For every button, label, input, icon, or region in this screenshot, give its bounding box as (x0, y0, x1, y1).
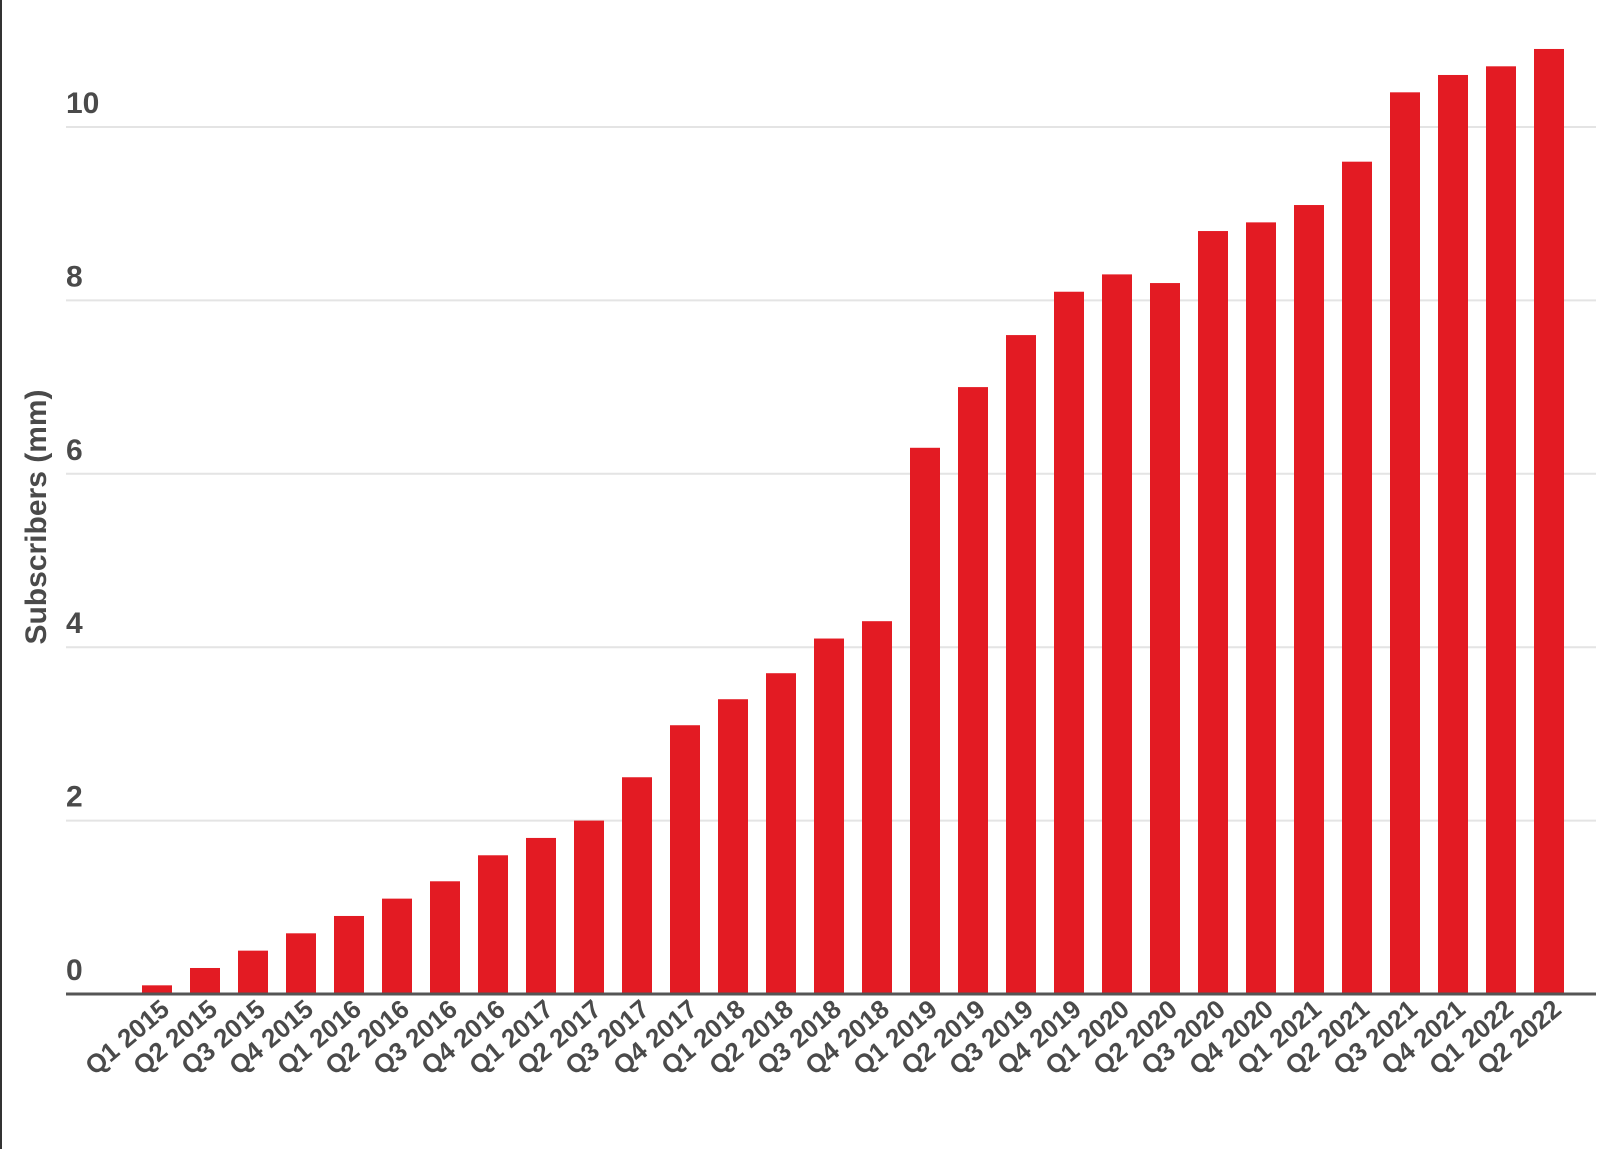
bar (1534, 48, 1564, 995)
bar (430, 881, 460, 994)
bar (286, 933, 316, 994)
bar (574, 820, 604, 994)
bar (1486, 66, 1516, 994)
bar (238, 950, 268, 994)
bar (1390, 92, 1420, 994)
bar (190, 967, 220, 994)
bar (142, 985, 172, 994)
y-axis-title: Subscribers (mm) (20, 389, 53, 644)
bar (1342, 161, 1372, 994)
bar (670, 725, 700, 994)
bar (766, 673, 796, 994)
y-tick-label: 8 (66, 260, 83, 293)
bar (1006, 335, 1036, 995)
y-tick-label: 0 (66, 954, 83, 987)
bar (910, 447, 940, 994)
bar (718, 699, 748, 994)
bar (382, 898, 412, 994)
bar (814, 638, 844, 994)
y-tick-label: 4 (66, 607, 83, 640)
y-axis-tick-labels: 0 2 4 6 8 10 (66, 87, 99, 987)
y-tick-label: 2 (66, 781, 83, 814)
bars (142, 48, 1564, 995)
bar (958, 387, 988, 995)
bar (334, 915, 364, 994)
bar (622, 777, 652, 994)
bar (526, 837, 556, 994)
bar (1246, 222, 1276, 994)
y-tick-label: 10 (66, 87, 99, 120)
bar (1054, 291, 1084, 995)
bar (1150, 283, 1180, 994)
bar (1198, 231, 1228, 995)
bar (478, 855, 508, 994)
bar (1438, 74, 1468, 995)
y-tick-label: 6 (66, 434, 83, 467)
bar (862, 621, 892, 994)
bar (1102, 274, 1132, 994)
bar (1294, 205, 1324, 994)
